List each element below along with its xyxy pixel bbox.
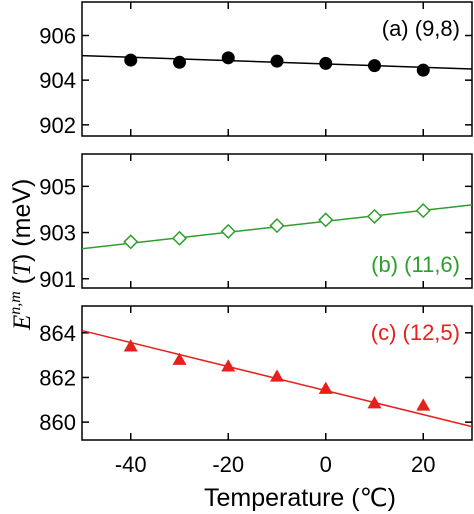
data-point bbox=[173, 55, 186, 69]
x-tick-label: -40 bbox=[115, 452, 147, 477]
panel-2: 901 903 905 (b) (11,6) bbox=[39, 153, 473, 292]
ylabel-base: E bbox=[9, 315, 36, 331]
panel-frame bbox=[81, 153, 473, 289]
data-point bbox=[221, 51, 235, 65]
data-point bbox=[319, 56, 333, 70]
data-point bbox=[416, 63, 430, 77]
data-point bbox=[318, 212, 334, 228]
panel-3: 860 862 864 (c) (12,5) bbox=[39, 305, 473, 441]
data-point bbox=[318, 381, 333, 394]
data-point bbox=[123, 339, 138, 352]
panel-frame bbox=[81, 305, 473, 441]
panel-label: (b) (11,6) bbox=[371, 252, 460, 277]
data-point bbox=[366, 208, 383, 224]
x-axis-label: Temperature (℃) bbox=[204, 484, 396, 512]
panel-label: (a) (9,8) bbox=[382, 16, 460, 41]
ylabel-argument: T bbox=[9, 260, 36, 276]
data-point bbox=[368, 59, 381, 73]
panel-label: (c) (12,5) bbox=[371, 320, 460, 345]
x-tick-label: 20 bbox=[411, 452, 435, 477]
data-point bbox=[270, 369, 284, 382]
y-tick-label: 904 bbox=[39, 68, 76, 93]
y-tick-label: 905 bbox=[39, 174, 76, 199]
data-point bbox=[220, 223, 236, 239]
y-tick-label: 901 bbox=[39, 267, 76, 292]
y-tick-label: 864 bbox=[39, 321, 76, 346]
data-point bbox=[123, 234, 139, 250]
x-tick-label: 0 bbox=[320, 452, 332, 477]
svg-text:En,m (T) (meV): En,m (T) (meV) bbox=[7, 179, 36, 331]
data-point bbox=[269, 218, 285, 234]
ylabel-superscript: n,m bbox=[7, 291, 24, 315]
data-point bbox=[124, 53, 138, 67]
data-point bbox=[367, 396, 382, 409]
data-point bbox=[416, 398, 431, 411]
y-tick-label: 903 bbox=[39, 221, 76, 246]
ylabel-unit: (meV) bbox=[8, 179, 36, 247]
panel-1: 902 904 906 (a) (9,8) bbox=[39, 1, 473, 138]
data-point bbox=[221, 359, 236, 372]
x-tick-label: -20 bbox=[212, 452, 244, 477]
data-point bbox=[172, 352, 187, 365]
data-point bbox=[270, 54, 284, 68]
y-tick-label: 860 bbox=[39, 410, 76, 435]
y-tick-label: 902 bbox=[39, 113, 76, 138]
y-tick-label: 862 bbox=[39, 365, 76, 390]
data-point bbox=[171, 230, 188, 246]
data-point bbox=[415, 203, 431, 219]
y-tick-label: 906 bbox=[39, 24, 76, 49]
y-axis-label: En,m (T) (meV) bbox=[7, 179, 36, 331]
